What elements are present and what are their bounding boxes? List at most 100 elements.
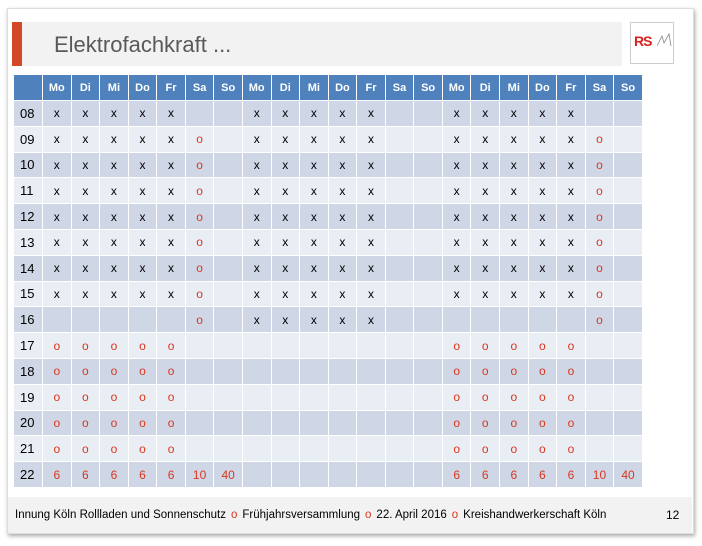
table-cell: x (270, 125, 301, 153)
table-cell: o (156, 435, 186, 463)
table-cell: x (356, 306, 386, 334)
header-day: Do (327, 74, 358, 101)
table-cell (270, 383, 301, 411)
header-corner (13, 74, 43, 101)
hour-label: 18 (13, 357, 43, 385)
accent-bar (12, 22, 22, 66)
table-cell: x (299, 177, 329, 205)
hour-label: 08 (13, 100, 43, 127)
table-cell: x (327, 177, 358, 205)
table-cell: x (441, 280, 472, 308)
table-cell: x (356, 228, 386, 256)
hour-label: 14 (13, 254, 43, 282)
header-day: Mi (499, 74, 529, 101)
table-cell: o (556, 383, 586, 411)
table-cell (356, 461, 386, 488)
table-cell (584, 435, 615, 463)
slide-title: Elektrofachkraft ... (54, 32, 232, 57)
table-cell (413, 383, 443, 411)
table-cell: o (99, 357, 129, 385)
table-cell: x (99, 228, 129, 256)
table-cell: x (70, 125, 101, 153)
table-cell (613, 177, 643, 205)
table-cell (213, 228, 243, 256)
table-cell: x (470, 100, 500, 127)
table-cell: x (441, 177, 472, 205)
table-cell: o (499, 383, 529, 411)
logo-mark-icon (657, 33, 672, 47)
table-cell: 6 (70, 461, 101, 488)
table-cell: x (99, 151, 129, 179)
table-cell: x (327, 125, 358, 153)
table-cell (99, 306, 129, 334)
table-cell (613, 151, 643, 179)
table-cell (384, 228, 415, 256)
table-cell: x (441, 203, 472, 230)
footer-event: Frühjahrsversammlung (242, 509, 361, 521)
header-day: Mo (241, 74, 272, 101)
table-cell: x (99, 280, 129, 308)
table-cell: x (299, 151, 329, 179)
table-cell (384, 409, 415, 437)
table-cell: o (184, 151, 215, 179)
table-cell: o (470, 383, 500, 411)
table-cell: o (584, 254, 615, 282)
table-cell (613, 203, 643, 230)
table-cell: o (499, 435, 529, 463)
table-cell: x (527, 151, 558, 179)
table-cell (384, 280, 415, 308)
table-cell: x (556, 254, 586, 282)
table-cell: x (127, 203, 158, 230)
table-cell: x (327, 100, 358, 127)
table-cell: o (584, 280, 615, 308)
table-cell: x (70, 177, 101, 205)
table-cell: x (127, 151, 158, 179)
table-cell: o (70, 435, 101, 463)
table-cell (213, 203, 243, 230)
hour-label: 10 (13, 151, 43, 179)
table-cell (213, 280, 243, 308)
table-cell: x (556, 177, 586, 205)
table-cell: x (127, 228, 158, 256)
table-cell: x (470, 228, 500, 256)
table-cell: x (241, 280, 272, 308)
table-cell (441, 306, 472, 334)
table-cell: o (184, 306, 215, 334)
table-cell (413, 254, 443, 282)
table-cell (413, 100, 443, 127)
table-cell: x (299, 228, 329, 256)
table-cell (384, 177, 415, 205)
table-cell: x (356, 125, 386, 153)
table-cell: o (441, 383, 472, 411)
table-cell: x (270, 177, 301, 205)
table-cell: x (327, 151, 358, 179)
table-cell: o (99, 332, 129, 359)
table-cell: x (270, 203, 301, 230)
table-cell: x (156, 254, 186, 282)
header-day: Do (127, 74, 158, 101)
table-cell (413, 357, 443, 385)
table-cell: o (584, 125, 615, 153)
table-cell (241, 409, 272, 437)
table-cell: 40 (613, 461, 643, 488)
header-day: Di (470, 74, 500, 101)
table-cell: o (441, 357, 472, 385)
table-cell: x (356, 280, 386, 308)
table-cell (384, 435, 415, 463)
table-cell: x (441, 125, 472, 153)
table-cell: x (470, 125, 500, 153)
table-row: 15 x x x x x o x x x x x x x x x x o (13, 280, 643, 308)
table-cell: x (241, 306, 272, 334)
table-cell: o (470, 332, 500, 359)
table-cell: x (527, 177, 558, 205)
table-cell (213, 332, 243, 359)
header-day: Mi (99, 74, 129, 101)
table-cell: x (99, 100, 129, 127)
header-day: Mi (299, 74, 329, 101)
table-cell: o (556, 435, 586, 463)
table-cell (384, 151, 415, 179)
table-cell: x (527, 125, 558, 153)
table-cell: x (356, 100, 386, 127)
table-cell: x (327, 306, 358, 334)
table-cell: x (299, 254, 329, 282)
